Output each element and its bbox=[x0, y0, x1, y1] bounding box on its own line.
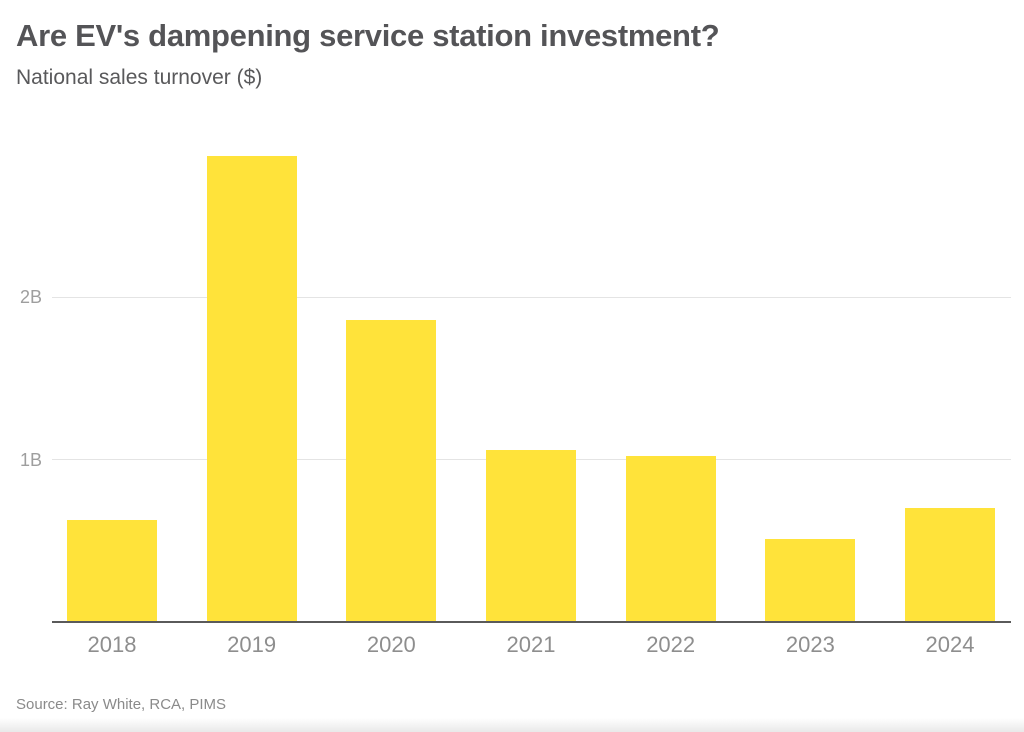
bar bbox=[905, 508, 996, 622]
x-tick-label: 2021 bbox=[506, 632, 556, 657]
chart-subtitle: National sales turnover ($) bbox=[16, 66, 263, 89]
bar bbox=[625, 456, 716, 622]
y-tick-label: 2B bbox=[19, 287, 42, 308]
y-tick-label: 1B bbox=[19, 449, 42, 470]
bar bbox=[346, 320, 437, 622]
x-tick-label: 2023 bbox=[785, 632, 835, 657]
source-note: Source: Ray White, RCA, PIMS bbox=[16, 696, 227, 713]
gridline bbox=[52, 296, 1011, 298]
bar bbox=[206, 156, 297, 622]
x-axis-line bbox=[52, 621, 1011, 623]
bar bbox=[765, 539, 856, 622]
bottom-shadow bbox=[0, 718, 1024, 732]
bar bbox=[486, 449, 576, 622]
x-tick-label: 2024 bbox=[925, 632, 975, 657]
x-tick-label: 2019 bbox=[227, 632, 277, 657]
chart-title: Are EV's dampening service station inves… bbox=[16, 18, 720, 53]
x-tick-label: 2020 bbox=[366, 632, 416, 657]
bar bbox=[67, 519, 157, 622]
x-tick-label: 2018 bbox=[87, 632, 137, 657]
x-tick-label: 2022 bbox=[646, 632, 696, 657]
